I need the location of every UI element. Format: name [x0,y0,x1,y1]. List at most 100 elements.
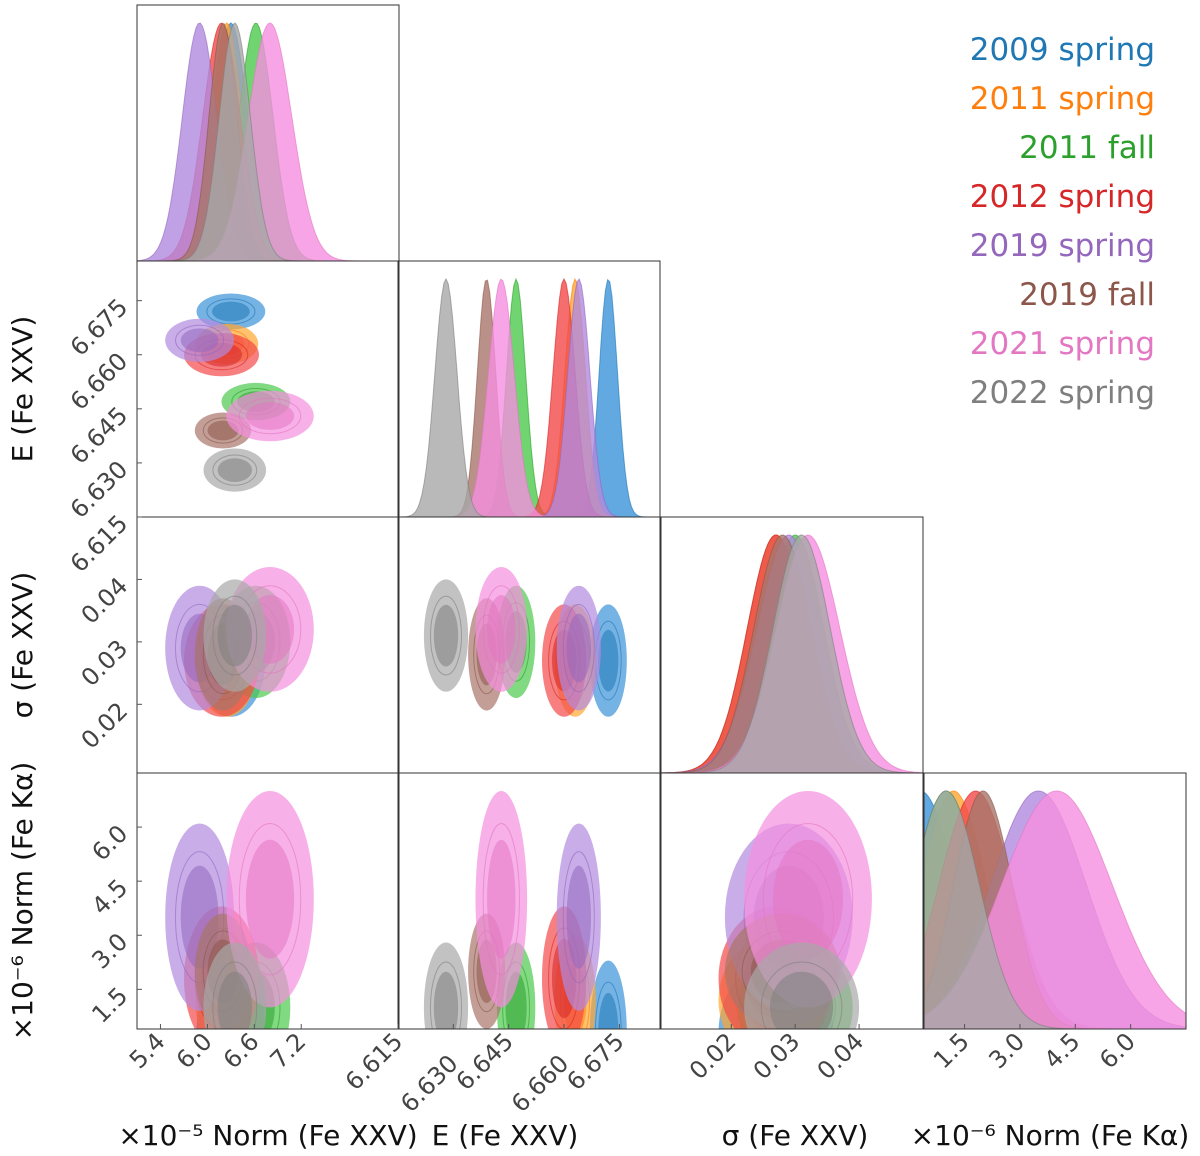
contour-inner-2009-spring [212,301,250,322]
y-tick-label: 6.615 [65,509,133,577]
contour-line-2021-spring [482,823,520,976]
contour-inner-2019-spring [566,613,591,683]
contour-line-2022-spring [212,595,258,676]
density-2022-spring [398,277,660,517]
x-axis-label: σ (Fe XXV) [722,1119,869,1152]
legend-entry: 2022 spring [970,375,1155,411]
panel-content [165,567,314,717]
y-axis-label: σ (Fe XXV) [6,572,39,719]
y-tick-label: 0.03 [76,634,134,692]
x-axis-label: ×10⁻⁵ Norm (Fe XXV) [118,1119,417,1152]
x-tick-label: 1.5 [928,1027,975,1074]
contour-line-2019-spring [562,851,595,984]
contour-line-2021-spring [482,585,520,674]
x-tick-label: 6.660 [506,1049,574,1117]
contour-panel-E-vs-sigma [397,516,661,774]
x-tick-label: 6.645 [451,1027,519,1095]
contour-line-2022-spring [430,961,462,1029]
y-tick-label: 0.04 [76,572,134,630]
legend-entry: 2009 spring [970,32,1155,68]
x-tick-label: 6.0 [171,1027,218,1074]
panel-content [924,790,1186,1029]
contour-line-2021-spring [238,823,302,976]
contour-panel-normFeXXV-vs-sigma [136,516,400,774]
histogram-panel-normFeKa [923,772,1187,1030]
panel-content [398,277,660,517]
contour-inner-2021-spring [245,839,295,959]
contour-inner-2022-spring [217,971,252,1029]
legend-entry: 2019 fall [1019,277,1155,313]
x-tick-label: 6.615 [340,1027,408,1095]
contour-line-2021-spring [238,397,302,435]
density-2022-spring [661,534,923,773]
x-tick-label: 7.2 [265,1027,312,1074]
y-axis-label: ×10⁻⁶ Norm (Fe Kα) [6,762,39,1041]
x-axis-label: E (Fe XXV) [432,1119,579,1152]
contour-panel-sigma-vs-normFeKa [660,772,924,1030]
contour-panel-E-vs-normFeKa [397,772,661,1030]
panel-content [423,567,627,717]
contour-line-2022-spring [430,595,462,676]
contour-line-2022-spring [212,454,258,486]
contour-inner-2019-spring [180,328,219,353]
panel-content [661,534,923,773]
contour-line-2022-spring [760,961,843,1029]
density-2022-spring [137,22,399,261]
y-tick-label: 6.645 [65,401,133,469]
y-axis-label: E (Fe XXV) [6,316,39,463]
y-tick-label: 6.630 [65,455,133,523]
histogram-panel-E [397,260,661,518]
contour-line-2019-spring [175,324,225,356]
density-2021-spring [398,278,660,517]
contour-inner-2022-spring [433,971,459,1029]
x-tick-label: 4.5 [1039,1027,1086,1074]
x-tick-label: 0.03 [748,1027,806,1085]
panel-content [137,22,399,261]
contour-panel-normFeXXV-vs-normFeKa [136,772,400,1030]
legend-entry: 2019 spring [970,228,1155,264]
x-tick-label: 6.6 [218,1027,265,1074]
y-tick-label: 6.675 [65,293,133,361]
x-tick-label: 0.04 [812,1027,870,1085]
contour-inner-2009-spring [598,629,619,692]
x-tick-label: 5.4 [124,1027,171,1074]
contour-panel-normFeXXV-vs-E [136,260,400,518]
histogram-panel-sigma [660,516,924,774]
contour-inner-2021-spring [487,839,516,959]
y-tick-label: 4.5 [86,874,133,921]
contour-inner-2022-spring [217,458,252,482]
legend-entry: 2011 spring [970,81,1155,117]
panel-frame [397,772,661,1030]
x-tick-label: 3.0 [983,1027,1030,1074]
panel-frame [923,772,1187,1030]
contour-inner-2019-spring [566,865,591,969]
contour-inner-2022-spring [433,604,459,667]
x-axis-label: ×10⁻⁶ Norm (Fe Kα) [911,1119,1190,1152]
histogram-panel-normFeXXV [136,4,400,262]
y-tick-label: 3.0 [86,928,133,975]
contour-inner-2021-spring [772,839,844,959]
panel-content [165,293,314,492]
density-2011-fall [398,277,660,517]
contour-inner-2009-spring [598,992,619,1029]
legend-entry: 2021 spring [970,326,1155,362]
x-tick-label: 0.02 [684,1027,742,1085]
panel-content [423,791,627,1029]
y-tick-label: 6.660 [65,347,133,415]
legend-entry: 2012 spring [970,179,1155,215]
x-tick-label: 6.0 [1094,1027,1141,1074]
x-tick-label: 6.675 [561,1027,629,1095]
legend-entry: 2011 fall [1019,130,1155,166]
contour-inner-2022-spring [770,971,834,1029]
panel-content [165,791,314,1029]
contour-line-2022-spring [212,961,258,1029]
panel-frame [660,772,924,1030]
contour-line-2009-spring [594,981,622,1029]
panel-frame [136,772,400,1030]
panel-content [718,791,872,1029]
x-tick-label: 6.630 [395,1049,463,1117]
contour-inner-2021-spring [245,402,295,430]
y-tick-label: 0.02 [76,697,134,755]
contour-inner-2022-spring [217,604,252,667]
